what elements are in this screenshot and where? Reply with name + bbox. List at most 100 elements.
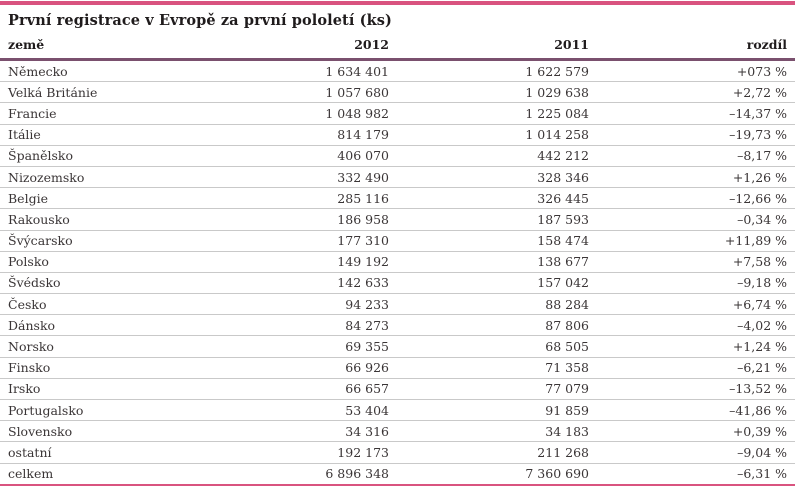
value-2012-cell: 1 048 982 xyxy=(200,102,397,125)
header-row: země 2012 2011 rozdíl xyxy=(0,33,795,60)
table-row: Nizozemsko 332 490 328 346 +1,26 % xyxy=(0,166,795,189)
value-2012-cell: 94 233 xyxy=(200,293,397,316)
country-cell: Slovensko xyxy=(0,420,200,443)
diff-cell: +11,89 % xyxy=(597,230,795,252)
table-row: ostatní 192 173 211 268 –9,04 % xyxy=(0,441,795,464)
table-row: Německo 1 634 401 1 622 579 +073 % xyxy=(0,59,795,83)
value-2012-cell: 406 070 xyxy=(200,145,397,167)
diff-cell: +073 % xyxy=(597,59,795,83)
column-header-2011: 2011 xyxy=(554,37,589,52)
country-cell: Polsko xyxy=(0,251,200,273)
diff-cell: +1,26 % xyxy=(597,166,795,189)
table-row: Česko 94 233 88 284 +6,74 % xyxy=(0,293,795,316)
country-cell: Itálie xyxy=(0,124,200,146)
value-2012-cell: 1 057 680 xyxy=(200,81,397,104)
value-2011-cell: 328 346 xyxy=(397,166,597,189)
value-2011-cell: 1 014 258 xyxy=(397,124,597,146)
table-row: Belgie 285 116 326 445 –12,66 % xyxy=(0,187,795,210)
diff-cell: –41,86 % xyxy=(597,399,795,422)
country-cell: Švýcarsko xyxy=(0,230,200,252)
diff-cell: –6,21 % xyxy=(597,357,795,379)
value-2012-cell: 177 310 xyxy=(200,230,397,252)
value-2012-cell: 84 273 xyxy=(200,314,397,337)
value-2011-cell: 7 360 690 xyxy=(397,463,597,486)
diff-cell: –0,34 % xyxy=(597,208,795,231)
value-2011-cell: 442 212 xyxy=(397,145,597,167)
table-row: Rakousko 186 958 187 593 –0,34 % xyxy=(0,208,795,231)
value-2011-cell: 87 806 xyxy=(397,314,597,337)
diff-cell: –9,18 % xyxy=(597,272,795,295)
country-cell: Dánsko xyxy=(0,314,200,337)
table-row: Švédsko 142 633 157 042 –9,18 % xyxy=(0,272,795,295)
value-2011-cell: 77 079 xyxy=(397,378,597,401)
diff-cell: –9,04 % xyxy=(597,441,795,464)
diff-cell: +0,39 % xyxy=(597,420,795,443)
diff-cell: –8,17 % xyxy=(597,145,795,167)
table-row: Slovensko 34 316 34 183 +0,39 % xyxy=(0,420,795,443)
country-cell: Finsko xyxy=(0,357,200,379)
value-2011-cell: 1 622 579 xyxy=(397,59,597,83)
value-2011-cell: 211 268 xyxy=(397,441,597,464)
table-row: Norsko 69 355 68 505 +1,24 % xyxy=(0,335,795,358)
column-header-2012: 2012 xyxy=(354,37,389,52)
value-2012-cell: 69 355 xyxy=(200,335,397,358)
diff-cell: –19,73 % xyxy=(597,124,795,146)
value-2012-cell: 149 192 xyxy=(200,251,397,273)
diff-cell: –6,31 % xyxy=(597,463,795,486)
diff-cell: –13,52 % xyxy=(597,378,795,401)
country-cell: ostatní xyxy=(0,441,200,464)
value-2012-cell: 332 490 xyxy=(200,166,397,189)
country-cell: Rakousko xyxy=(0,208,200,231)
table-row: Francie 1 048 982 1 225 084 –14,37 % xyxy=(0,102,795,125)
table-row: Itálie 814 179 1 014 258 –19,73 % xyxy=(0,124,795,146)
table-row: Irsko 66 657 77 079 –13,52 % xyxy=(0,378,795,401)
country-cell: Švédsko xyxy=(0,272,200,295)
value-2011-cell: 88 284 xyxy=(397,293,597,316)
value-2012-cell: 192 173 xyxy=(200,441,397,464)
value-2011-cell: 138 677 xyxy=(397,251,597,273)
diff-cell: –4,02 % xyxy=(597,314,795,337)
value-2012-cell: 142 633 xyxy=(200,272,397,295)
table-body: Německo 1 634 401 1 622 579 +073 % Velká Bri… xyxy=(0,59,795,486)
table-row: Španělsko 406 070 442 212 –8,17 % xyxy=(0,145,795,167)
table-row: Finsko 66 926 71 358 –6,21 % xyxy=(0,357,795,379)
table-title: První registrace v Evropě za první polol… xyxy=(8,12,392,29)
country-cell: Belgie xyxy=(0,187,200,210)
value-2012-cell: 6 896 348 xyxy=(200,463,397,486)
value-2011-cell: 68 505 xyxy=(397,335,597,358)
registrations-table: země 2012 2011 rozdíl Německo 1 634 401 1 … xyxy=(0,33,795,486)
country-cell: Španělsko xyxy=(0,145,200,167)
value-2011-cell: 157 042 xyxy=(397,272,597,295)
value-2012-cell: 814 179 xyxy=(200,124,397,146)
value-2011-cell: 326 445 xyxy=(397,187,597,210)
value-2011-cell: 91 859 xyxy=(397,399,597,422)
country-cell: Česko xyxy=(0,293,200,316)
value-2012-cell: 186 958 xyxy=(200,208,397,231)
value-2011-cell: 187 593 xyxy=(397,208,597,231)
country-cell: Nizozemsko xyxy=(0,166,200,189)
diff-cell: +1,24 % xyxy=(597,335,795,358)
country-cell: Francie xyxy=(0,102,200,125)
column-header-country: země xyxy=(8,37,45,52)
diff-cell: –12,66 % xyxy=(597,187,795,210)
value-2012-cell: 53 404 xyxy=(200,399,397,422)
value-2011-cell: 34 183 xyxy=(397,420,597,443)
diff-cell: –14,37 % xyxy=(597,102,795,125)
value-2012-cell: 66 657 xyxy=(200,378,397,401)
country-cell: Portugalsko xyxy=(0,399,200,422)
top-accent-bar xyxy=(0,1,795,5)
table-row: Polsko 149 192 138 677 +7,58 % xyxy=(0,251,795,273)
value-2011-cell: 158 474 xyxy=(397,230,597,252)
diff-cell: +2,72 % xyxy=(597,81,795,104)
value-2012-cell: 34 316 xyxy=(200,420,397,443)
table-row: Dánsko 84 273 87 806 –4,02 % xyxy=(0,314,795,337)
value-2011-cell: 71 358 xyxy=(397,357,597,379)
country-cell: Irsko xyxy=(0,378,200,401)
table-row: Velká Británie 1 057 680 1 029 638 +2,72 % xyxy=(0,81,795,104)
value-2011-cell: 1 029 638 xyxy=(397,81,597,104)
table-row: celkem 6 896 348 7 360 690 –6,31 % xyxy=(0,463,795,486)
table-header: země 2012 2011 rozdíl xyxy=(0,33,795,60)
country-cell: Velká Británie xyxy=(0,81,200,104)
value-2012-cell: 1 634 401 xyxy=(200,59,397,83)
